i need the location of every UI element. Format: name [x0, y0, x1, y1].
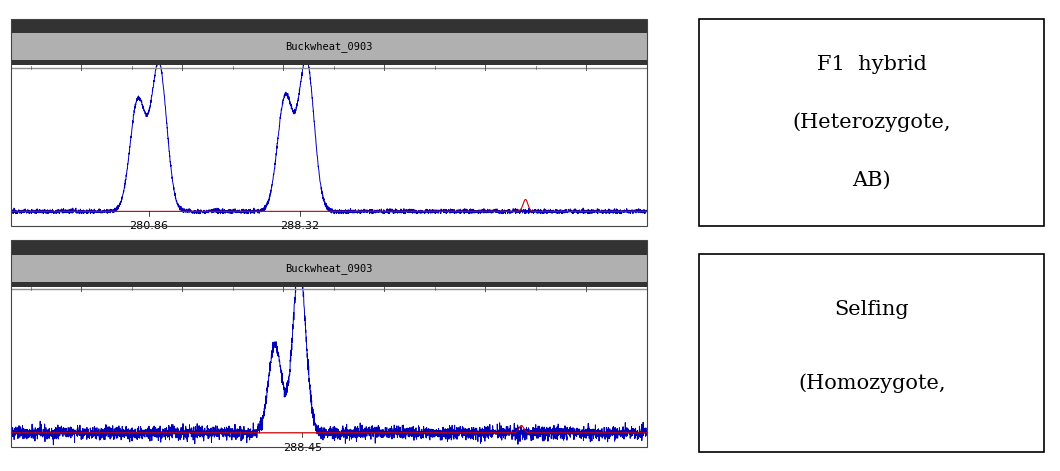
Text: 280.86: 280.86 — [129, 221, 169, 231]
Text: 302.5: 302.5 — [573, 276, 599, 284]
Text: Buckwheat_0903: Buckwheat_0903 — [285, 41, 372, 52]
Bar — [700, 254, 1044, 452]
Bar — [11, 19, 647, 33]
Text: 302.5: 302.5 — [573, 54, 599, 63]
Text: (Homozygote,: (Homozygote, — [798, 373, 946, 393]
Bar — [11, 33, 647, 60]
Text: F1  hybrid: F1 hybrid — [817, 55, 926, 74]
Bar — [11, 282, 647, 287]
Bar — [11, 60, 647, 65]
Text: 297.5: 297.5 — [472, 276, 498, 284]
Text: Selfing: Selfing — [834, 300, 909, 319]
Text: 287.5: 287.5 — [270, 276, 296, 284]
Text: 292.5: 292.5 — [371, 54, 396, 63]
Text: AB): AB) — [852, 171, 891, 190]
Text: 288.32: 288.32 — [280, 221, 319, 231]
Text: 277.5: 277.5 — [69, 54, 94, 63]
Bar — [700, 19, 1044, 226]
Text: 277.5: 277.5 — [69, 276, 94, 284]
Text: 297.5: 297.5 — [472, 54, 498, 63]
Text: 282.5: 282.5 — [170, 276, 195, 284]
Bar — [11, 19, 647, 226]
Bar — [11, 240, 647, 447]
Bar — [11, 240, 647, 255]
Bar — [11, 255, 647, 282]
Text: 287.5: 287.5 — [270, 54, 296, 63]
Text: 282.5: 282.5 — [170, 54, 195, 63]
Text: (Heterozygote,: (Heterozygote, — [793, 113, 951, 132]
Text: 288.45: 288.45 — [283, 443, 322, 453]
Text: 292.5: 292.5 — [371, 276, 396, 284]
Text: Buckwheat_0903: Buckwheat_0903 — [285, 263, 372, 274]
